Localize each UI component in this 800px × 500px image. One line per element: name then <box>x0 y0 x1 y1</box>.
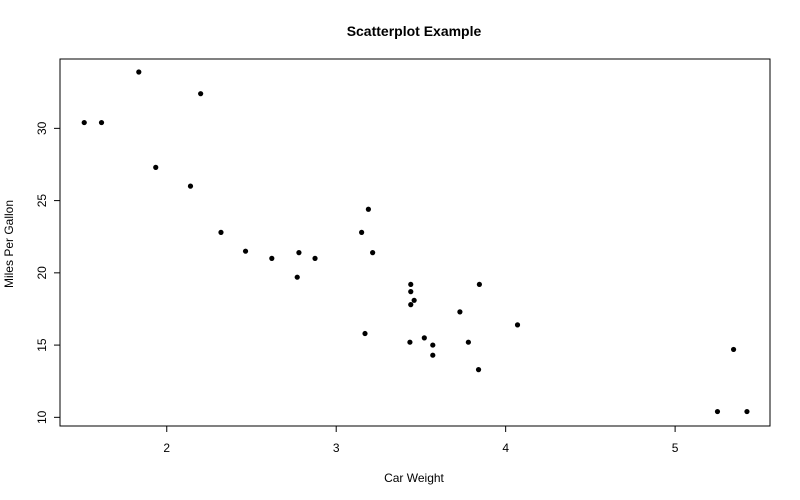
plot-frame <box>59 58 771 427</box>
y-tick-label: 15 <box>35 338 49 352</box>
scatter-point <box>476 281 482 288</box>
scatter-point <box>408 281 414 288</box>
x-axis-label: Car Weight <box>384 471 444 485</box>
x-tick-label: 4 <box>502 441 509 455</box>
scatter-point <box>198 91 204 97</box>
scatter-point <box>187 183 194 189</box>
y-tick-label: 25 <box>35 194 49 208</box>
scatter-point <box>269 255 275 261</box>
scatter-point <box>98 119 105 126</box>
scatter-point <box>430 342 436 348</box>
y-tick-label: 30 <box>35 121 49 135</box>
x-axis: 2 3 4 5 <box>163 426 679 455</box>
y-axis: 10 15 20 25 30 <box>35 121 60 424</box>
scatter-point <box>730 346 737 353</box>
scatter-point <box>407 339 413 345</box>
y-axis-label: Miles Per Gallon <box>2 200 16 288</box>
scatter-point <box>362 330 368 337</box>
scatter-point <box>312 255 318 261</box>
x-tick-label: 5 <box>672 441 679 455</box>
scatter-point <box>81 119 87 126</box>
scatter-point <box>359 229 365 235</box>
data-points <box>81 69 750 415</box>
scatter-point <box>153 164 159 170</box>
scatter-point <box>218 229 224 235</box>
x-tick-label: 2 <box>163 441 170 455</box>
y-tick-label: 10 <box>35 410 49 424</box>
scatter-point <box>408 302 414 308</box>
scatter-point <box>370 250 376 256</box>
x-tick-label: 3 <box>333 441 340 455</box>
scatter-point <box>430 352 436 358</box>
scatter-point <box>465 339 471 345</box>
scatter-point <box>714 408 721 415</box>
scatter-point <box>365 206 372 212</box>
scatter-point <box>514 322 521 328</box>
scatter-point <box>457 309 463 315</box>
chart-title: Scatterplot Example <box>347 23 482 39</box>
scatter-point <box>296 250 302 256</box>
scatter-point <box>242 248 249 254</box>
scatter-point <box>294 274 300 280</box>
scatter-point <box>411 297 417 303</box>
y-tick-label: 20 <box>35 266 49 280</box>
scatter-point <box>744 408 750 415</box>
scatter-point <box>475 367 482 373</box>
scatter-point <box>408 289 414 295</box>
scatter-point <box>136 69 142 75</box>
scatter-point <box>421 335 427 341</box>
